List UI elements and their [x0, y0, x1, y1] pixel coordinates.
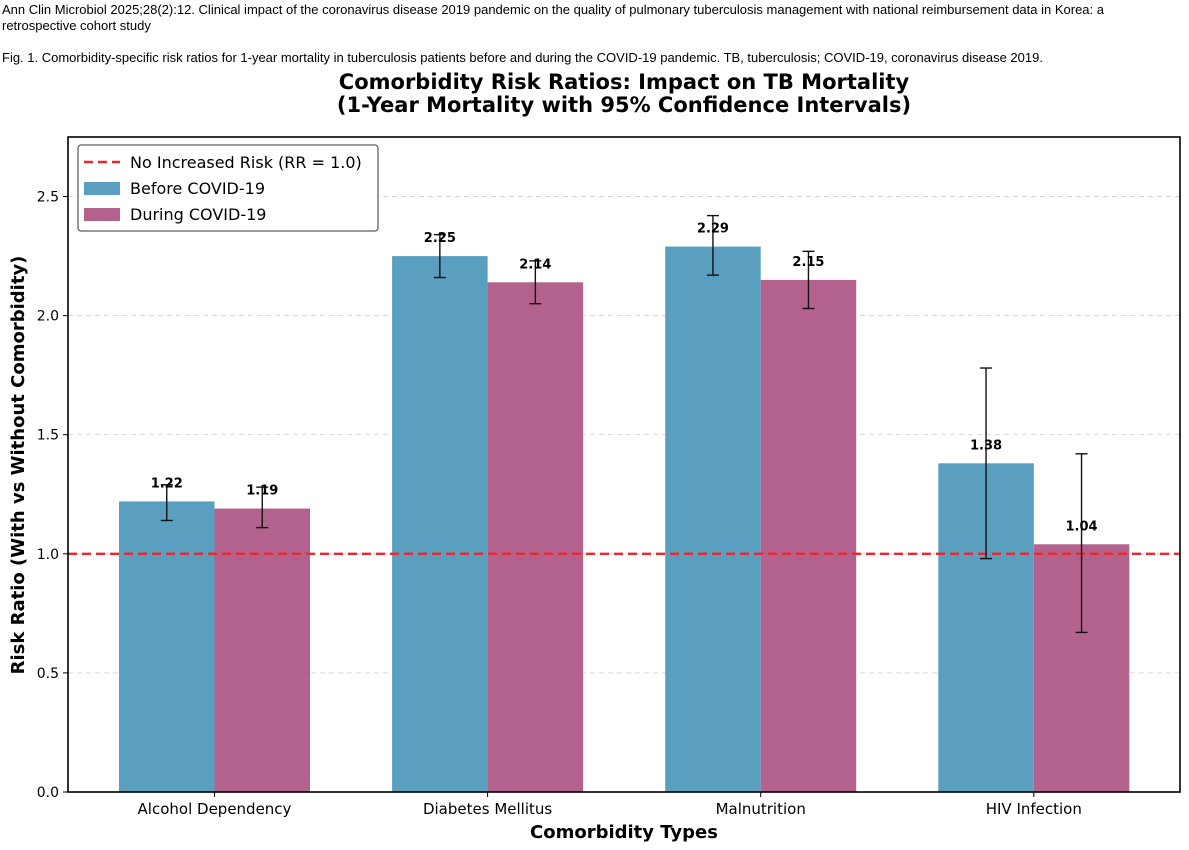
x-axis-label: Comorbidity Types: [530, 822, 718, 843]
value-label: 2.15: [792, 255, 824, 270]
y-tick-label: 2.0: [37, 309, 59, 325]
bars: [119, 246, 1130, 793]
y-tick-label: 1.0: [37, 547, 59, 563]
bar: [760, 279, 857, 793]
y-tick-label: 0.0: [37, 785, 59, 801]
value-label: 2.25: [424, 231, 456, 246]
value-label: 1.19: [246, 484, 278, 499]
axes: 0.0 0.5 1.0 1.5 2.0 2.5 Alcohol Dependency Diab…: [37, 190, 1082, 818]
y-axis-label: Risk Ratio (With vs Without Comorbidity): [8, 256, 29, 675]
legend-item-before: Before COVID-19: [130, 179, 265, 198]
chart-title-line2: (1-Year Mortality with 95% Confidence In…: [337, 93, 911, 117]
y-tick-label: 0.5: [37, 666, 59, 682]
value-label: 1.22: [151, 476, 183, 491]
legend-box: [77, 144, 379, 232]
bar: [665, 246, 761, 793]
plot-frame: [67, 136, 1181, 793]
y-tick-label: 2.5: [37, 190, 59, 206]
error-bars: [160, 214, 1088, 634]
value-labels: 1.22 1.19 2.25 2.14 2.29 2.15 1.38 1.04: [151, 222, 1098, 535]
bar: [119, 501, 215, 792]
citation-text: Ann Clin Microbiol 2025;28(2):12. Clinic…: [2, 2, 1104, 33]
bar: [392, 256, 488, 792]
bar: [214, 508, 310, 792]
value-label: 2.14: [519, 257, 551, 272]
x-tick-label: HIV Infection: [986, 800, 1082, 818]
x-tick-label: Alcohol Dependency: [138, 800, 292, 818]
x-tick-label: Diabetes Mellitus: [423, 800, 552, 818]
legend-swatch-patch: [84, 208, 120, 221]
legend-item-during: During COVID-19: [130, 205, 266, 224]
chart-title-line1: Comorbidity Risk Ratios: Impact on TB Mo…: [339, 70, 910, 94]
bar: [487, 282, 584, 792]
figure-caption: Fig. 1. Comorbidity-specific risk ratios…: [2, 50, 1043, 65]
x-tick-label: Malnutrition: [716, 800, 806, 818]
y-tick-label: 1.5: [37, 428, 59, 444]
legend: No Increased Risk (RR = 1.0) Before COVID…: [77, 144, 379, 232]
value-label: 2.29: [697, 222, 729, 237]
legend-item-reference: No Increased Risk (RR = 1.0): [130, 153, 362, 172]
value-label: 1.38: [970, 438, 1002, 453]
value-label: 1.04: [1066, 519, 1098, 534]
legend-swatch-patch: [84, 182, 120, 195]
